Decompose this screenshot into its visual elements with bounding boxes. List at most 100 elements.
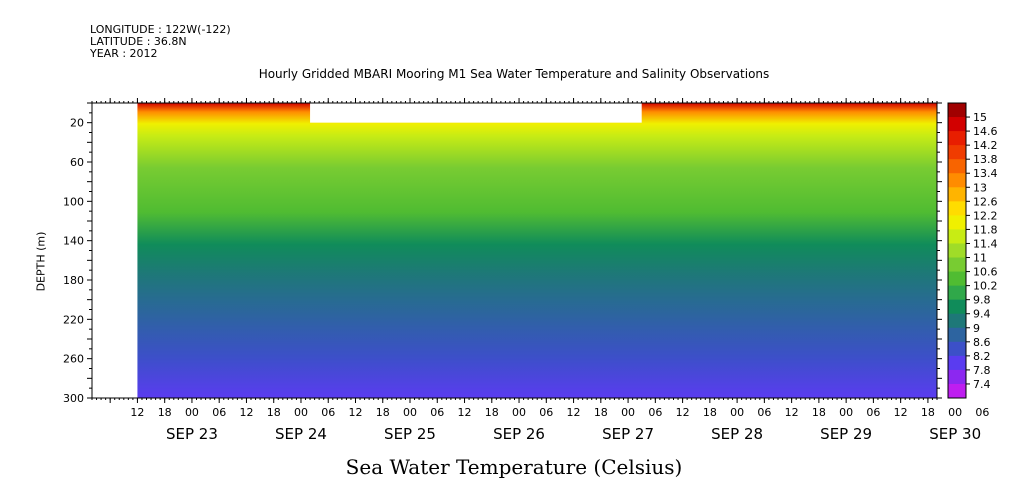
colorbar-label: 10.2 [973,280,998,293]
x-tick-label: 18 [921,406,935,419]
x-tick-label: 06 [321,406,335,419]
colorbar-label: 12.2 [973,209,998,222]
colorbar-swatch [948,243,966,259]
x-tick-label: 18 [485,406,499,419]
y-tick-label: 300 [63,392,84,405]
x-tick-label: 06 [212,406,226,419]
x-tick-label: 12 [785,406,799,419]
x-tick-label: 00 [730,406,744,419]
colorbar: 1514.614.213.813.41312.612.211.811.41110… [947,102,998,399]
colorbar-label: 13.8 [973,153,998,166]
colorbar-label: 8.6 [973,336,991,349]
axes: 20 60 100 140 180 220 260 300 12 18 00 06 12 18 00 06 12… [63,98,989,443]
date-label: SEP 23 [166,425,218,443]
colorbar-swatch [948,215,966,230]
colorbar-label: 14.2 [973,139,998,152]
x-tick-label: 00 [512,406,526,419]
colorbar-label: 9.4 [973,308,991,321]
colorbar-label: 7.8 [973,364,991,377]
date-label: SEP 25 [384,425,436,443]
colorbar-swatch [948,369,966,385]
x-tick-label: 06 [539,406,553,419]
y-tick-label: 220 [63,313,84,326]
colorbar-label: 10.6 [973,266,998,279]
colorbar-swatch [948,201,966,216]
date-label: SEP 26 [493,425,545,443]
colorbar-swatch [948,187,966,202]
colorbar-swatch [948,131,966,146]
x-tick-label: 00 [403,406,417,419]
data-gap [92,103,138,398]
x-tick-label: 18 [703,406,717,419]
x-tick-label: 18 [376,406,390,419]
colorbar-swatch [948,173,966,188]
x-tick-label: 06 [975,406,989,419]
y-tick-label: 20 [70,117,84,130]
chart-title: Hourly Gridded MBARI Mooring M1 Sea Wate… [258,67,770,81]
colorbar-label: 15 [973,111,987,124]
x-tick-label: 00 [294,406,308,419]
y-tick-label: 260 [63,353,84,366]
colorbar-swatch [948,327,966,343]
x-tick-label: 18 [594,406,608,419]
x-tick-label: 06 [648,406,662,419]
x-tick-label: 00 [948,406,962,419]
latitude-label: LATITUDE : 36.8N [90,35,187,48]
x-axis-label: Sea Water Temperature (Celsius) [345,455,683,479]
colorbar-label: 13 [973,181,987,194]
colorbar-swatch [948,355,966,371]
x-tick-label: 12 [239,406,253,419]
colorbar-label: 11.8 [973,223,998,236]
data-gap [310,103,642,123]
colorbar-label: 7.4 [973,378,991,391]
x-tick-label: 00 [839,406,853,419]
date-label: SEP 29 [820,425,872,443]
colorbar-swatch [948,299,966,315]
x-tick-label: 06 [866,406,880,419]
date-label: SEP 28 [711,425,763,443]
plot-area [92,103,937,398]
y-tick-label: 60 [70,156,84,169]
y-tick-label: 180 [63,274,84,287]
x-tick-label: 12 [567,406,581,419]
date-label: SEP 30 [929,425,981,443]
colorbar-frame [947,102,967,399]
x-tick-label: 06 [430,406,444,419]
temperature-field [92,103,937,398]
colorbar-swatch [948,117,966,132]
x-tick-label: 12 [676,406,690,419]
x-tick-label: 18 [812,406,826,419]
x-tick-label: 12 [130,406,144,419]
colorbar-swatch [948,271,966,287]
colorbar-label: 11 [973,252,987,265]
colorbar-swatch [948,229,966,244]
x-tick-label: 00 [185,406,199,419]
colorbar-label: 14.6 [973,125,998,138]
colorbar-label: 8.2 [973,350,991,363]
x-tick-label: 12 [894,406,908,419]
x-tick-label: 18 [158,406,172,419]
y-tick-label: 140 [63,235,84,248]
date-label: SEP 27 [602,425,654,443]
colorbar-swatch [948,257,966,273]
colorbar-swatch [948,285,966,301]
colorbar-label: 9.8 [973,294,991,307]
y-tick-label: 100 [63,195,84,208]
colorbar-label: 11.4 [973,237,998,250]
colorbar-swatch [948,341,966,357]
date-label: SEP 24 [275,425,327,443]
x-tick-label: 06 [757,406,771,419]
year-label: YEAR : 2012 [90,47,158,60]
colorbar-swatch [948,103,966,118]
colorbar-label: 12.6 [973,195,998,208]
x-tick-label: 18 [267,406,281,419]
x-tick-label: 12 [348,406,362,419]
colorbar-swatch [948,383,966,399]
colorbar-swatch [948,313,966,329]
x-tick-label: 12 [458,406,472,419]
colorbar-label: 9 [973,322,980,335]
x-tick-label: 00 [621,406,635,419]
longitude-label: LONGITUDE : 122W(-122) [90,23,231,36]
colorbar-swatch [948,159,966,174]
